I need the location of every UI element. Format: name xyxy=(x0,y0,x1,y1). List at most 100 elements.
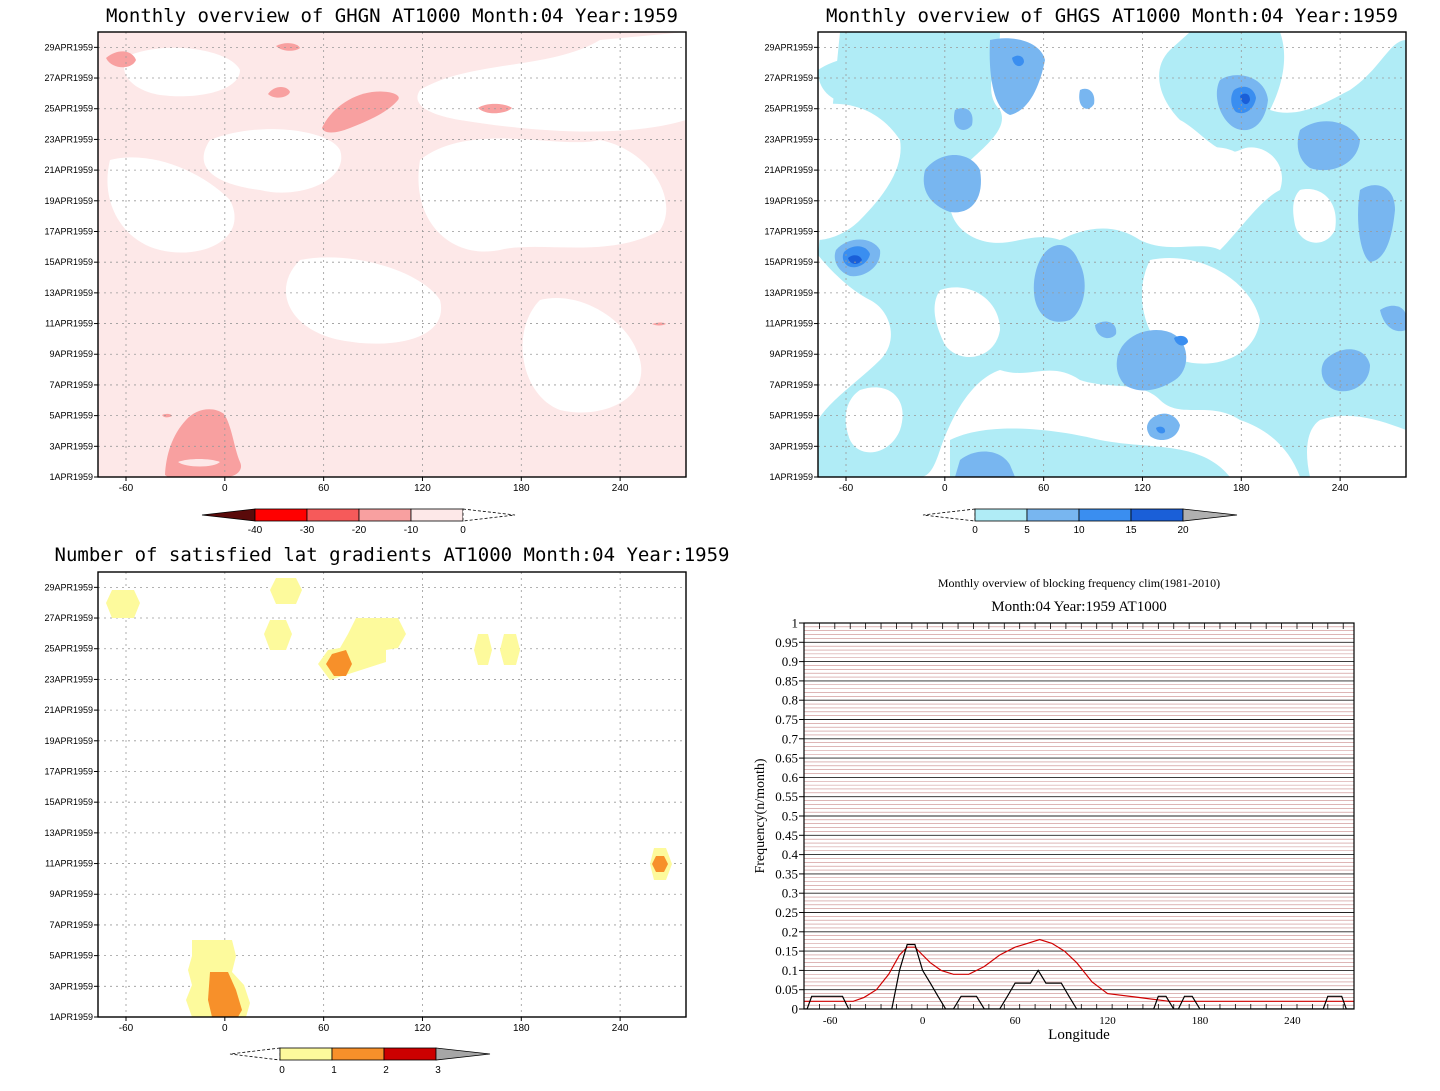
ghgn-colorbar-label: -20 xyxy=(352,525,367,536)
ghgs-high-blob xyxy=(1174,335,1188,346)
ghgs-white-region xyxy=(1293,189,1336,243)
ghgn-white-region xyxy=(522,298,642,413)
ghgn-y-tick-label: 15APR1959 xyxy=(44,257,93,267)
ghgn-x-tick-label: 0 xyxy=(222,483,228,494)
ghgn-y-tick-label: 29APR1959 xyxy=(44,42,93,52)
ghgs-mid-blob xyxy=(1095,321,1117,339)
ghgn-y-tick-label: 5APR1959 xyxy=(49,411,93,421)
ghgn-colorbar-min-triangle xyxy=(201,508,256,522)
latgrad-colorbar-label: 0 xyxy=(279,1065,285,1076)
ghgn-x-tick-label: 120 xyxy=(414,483,431,494)
blocking-y-tick-label: 0.5 xyxy=(782,809,798,824)
ghgn-colorbar-bin xyxy=(254,508,308,522)
latgrad-y-tick-label: 21APR1959 xyxy=(44,705,93,715)
ghgs-white-region xyxy=(986,167,1030,233)
ghgs-mid-blob xyxy=(1297,121,1360,171)
blocking-y-tick-label: 0.7 xyxy=(782,731,799,746)
latgrad-y-tick-label: 1APR1959 xyxy=(49,1012,93,1022)
ghgn-x-tick-label: 60 xyxy=(318,483,330,494)
ghgs-y-tick-label: 11APR1959 xyxy=(765,319,813,329)
blocking-clim-line xyxy=(804,938,1354,1002)
latgrad-colorbar-bin xyxy=(279,1047,333,1061)
blocking-y-tick-label: 0.65 xyxy=(775,751,798,766)
ghgn-colorbar-label: -30 xyxy=(300,525,315,536)
ghgn-white-region xyxy=(203,129,342,193)
ghgn-x-tick-label: 240 xyxy=(612,483,629,494)
ghgn-colorbar-max-triangle xyxy=(462,508,516,522)
latgrad-colorbar-label: 2 xyxy=(383,1065,389,1076)
latgrad-x-tick-label: -60 xyxy=(119,1023,134,1034)
latgrad-yellow-blob xyxy=(500,634,520,665)
ghgs-y-tick-label: 13APR1959 xyxy=(764,288,813,298)
ghgn-white-region xyxy=(124,47,240,97)
latgrad-colorbar-max-triangle xyxy=(435,1047,491,1061)
blocking-y-tick-label: 1 xyxy=(792,616,799,631)
blocking-y-tick-label: 0.9 xyxy=(782,654,798,669)
ghgs-mid-blob xyxy=(1116,330,1187,391)
ghgs-colorbar-max-triangle xyxy=(1182,508,1238,522)
latgrad-colorbar-min-triangle xyxy=(229,1047,281,1061)
blocking-y-tick-label: 0.6 xyxy=(782,770,799,785)
latgrad-colorbar-bin xyxy=(331,1047,385,1061)
blocking-y-tick-label: 0.2 xyxy=(782,924,798,939)
latgrad-x-tick-label: 60 xyxy=(318,1023,330,1034)
ghgn-white-region xyxy=(418,138,667,252)
blocking-ylabel: Frequency(n/month) xyxy=(753,758,768,873)
ghgs-peak-blob xyxy=(848,255,862,264)
ghgs-mid-blob xyxy=(1033,245,1085,322)
ghgs-y-tick-label: 1APR1959 xyxy=(769,472,813,482)
ghgs-high-blob xyxy=(1156,426,1166,434)
blocking-x-tick-label: 0 xyxy=(920,1015,926,1027)
ghgn-white-region xyxy=(285,257,442,344)
ghgn-colorbar-label: 0 xyxy=(460,525,466,536)
ghgn-y-tick-label: 23APR1959 xyxy=(44,134,93,144)
ghgn-colorbar-bin xyxy=(358,508,412,522)
blocking-y-tick-label: 0.15 xyxy=(775,944,798,959)
latgrad-colorbar-bin xyxy=(383,1047,437,1061)
ghgn-anomaly-blob xyxy=(276,43,300,51)
blocking-y-tick-label: 0.1 xyxy=(782,963,798,978)
ghgs-mid-blob xyxy=(923,155,981,213)
ghgs-y-tick-label: 19APR1959 xyxy=(764,196,813,206)
ghgs-grid xyxy=(818,32,1406,477)
latgrad-y-tick-label: 9APR1959 xyxy=(49,889,93,899)
latgrad-colorbar-label: 1 xyxy=(331,1065,337,1076)
ghgs-colorbar-label: 0 xyxy=(972,525,978,536)
ghgn-anomaly-blob xyxy=(268,87,290,98)
blocking-background-hatch xyxy=(804,623,1354,1009)
ghgs-cyan-region xyxy=(818,32,1406,477)
ghgs-y-tick-label: 15APR1959 xyxy=(764,257,813,267)
blocking-y-tick-label: 0.3 xyxy=(782,886,798,901)
ghgs-field xyxy=(818,32,1406,477)
blocking-x-tick-label: 60 xyxy=(1010,1015,1022,1027)
latgrad-title: Number of satisfied lat gradients AT1000… xyxy=(55,544,730,566)
latgrad-colorbar-label: 3 xyxy=(435,1065,441,1076)
ghgs-y-tick-label: 21APR1959 xyxy=(764,165,813,175)
ghgn-y-tick-label: 17APR1959 xyxy=(44,226,93,236)
ghgn-x-tick-label: 180 xyxy=(513,483,530,494)
ghgn-colorbar-bin xyxy=(410,508,464,522)
ghgs-y-tick-label: 23APR1959 xyxy=(764,134,813,144)
ghgs-panel: Monthly overview of GHGS AT1000 Month:04… xyxy=(764,5,1407,536)
ghgs-y-tick-label: 27APR1959 xyxy=(764,73,813,83)
ghgs-mid-blob xyxy=(1079,88,1095,109)
latgrad-orange-blob xyxy=(208,972,242,1017)
blocking-panel: Monthly overview of blocking frequency c… xyxy=(753,576,1355,1043)
blocking-x-tick-label: 180 xyxy=(1192,1015,1209,1027)
blocking-year-line xyxy=(804,943,1354,1009)
blocking-y-tick-label: 0.25 xyxy=(775,905,798,920)
ghgn-y-tick-label: 13APR1959 xyxy=(44,288,93,298)
latgrad-y-tick-label: 25APR1959 xyxy=(44,644,93,654)
ghgs-x-tick-label: -60 xyxy=(839,483,854,494)
ghgs-mid-blob xyxy=(1321,349,1370,392)
ghgs-y-tick-label: 7APR1959 xyxy=(769,380,813,390)
latgrad-y-tick-label: 17APR1959 xyxy=(44,766,93,776)
ghgs-cyan-region xyxy=(818,56,902,106)
latgrad-y-tick-label: 15APR1959 xyxy=(44,797,93,807)
blocking-x-tick-label: -60 xyxy=(823,1015,838,1027)
blocking-y-tick-label: 0.4 xyxy=(782,847,799,862)
latgrad-y-tick-label: 29APR1959 xyxy=(44,582,93,592)
blocking-title: Monthly overview of blocking frequency c… xyxy=(938,576,1220,590)
latgrad-panel: Number of satisfied lat gradients AT1000… xyxy=(44,544,729,1076)
latgrad-yellow-blob xyxy=(270,578,302,604)
